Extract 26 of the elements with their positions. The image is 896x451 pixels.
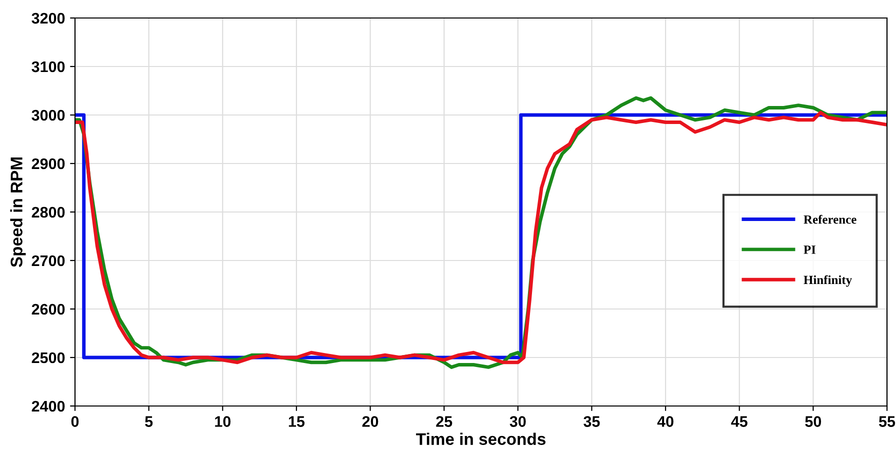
y-tick-label: 2600	[32, 304, 65, 315]
y-tick-label: 3000	[32, 110, 65, 121]
y-tick-label: 3200	[32, 12, 65, 24]
x-tick-label: 55	[878, 416, 896, 427]
y-tick-label: 2900	[32, 158, 65, 170]
x-tick-label: 45	[731, 416, 748, 427]
x-tick-label: 30	[510, 416, 526, 427]
x-axis-title: Time in seconds	[416, 432, 546, 445]
x-tick-label: 25	[436, 416, 452, 427]
legend-label: Reference	[804, 214, 856, 224]
legend-label: Hinfinity	[804, 275, 852, 287]
y-axis-title: Speed in RPM	[10, 158, 26, 268]
y-tick-label: 2800	[32, 206, 65, 218]
x-tick-label: 15	[288, 416, 305, 427]
x-tick-label: 10	[215, 416, 231, 427]
x-tick-label: 40	[657, 416, 674, 427]
x-tick-label: 5	[145, 416, 153, 427]
legend-label: PI	[804, 246, 816, 254]
y-tick-label: 2700	[32, 255, 65, 266]
x-tick-label: 20	[362, 416, 378, 427]
x-tick-label: 35	[584, 416, 600, 427]
y-tick-label: 2400	[32, 400, 65, 412]
y-tick-label: 2500	[32, 352, 65, 364]
x-tick-label: 0	[71, 416, 79, 427]
x-tick-label: 50	[805, 416, 822, 427]
y-tick-label: 3100	[32, 61, 65, 72]
